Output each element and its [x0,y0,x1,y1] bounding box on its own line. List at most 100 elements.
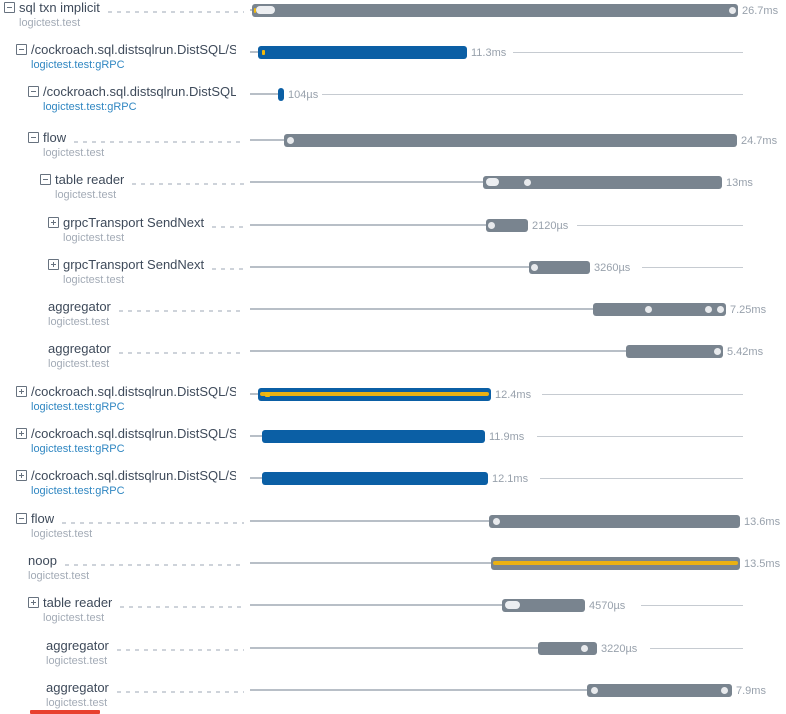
span-label-block: /cockroach.sql.distsqlrun.DistSQL/Set log… [16,384,250,413]
event-dot-marker [581,645,588,652]
span-name: grpcTransport SendNext [63,215,205,230]
collapse-icon[interactable] [28,132,39,143]
span-name: grpcTransport SendNext [63,257,205,272]
span-service-label: logictest.test [43,612,105,624]
span-label-block: /cockroach.sql.distsqlrun.DistSQL/Set log… [16,42,250,71]
span-label-line: flow [28,130,250,146]
duration-label: 11.9ms [489,431,525,443]
span-service-label: logictest.test [63,232,125,244]
span-label-block: aggregator logictest.test [48,299,250,328]
span-label-block: table reader logictest.test [28,595,250,624]
span-label-block: table reader logictest.test [40,172,250,201]
highlight-stripe [493,561,738,565]
dashed-leader [118,352,244,354]
yellow-tick-marker [254,8,256,13]
duration-label: 104µs [288,89,319,101]
event-dot-marker [488,222,495,229]
span-label-line: /cockroach.sql.distsqlrun.DistSQL/Set [16,468,250,484]
icon-plus-stroke [53,262,54,267]
span-bar[interactable] [489,515,740,528]
connector-line [250,435,262,437]
trace-row: flow logictest.test 13.6ms [0,511,786,551]
duration-label: 11.3ms [471,47,507,59]
collapse-icon[interactable] [40,174,51,185]
event-dot-marker [493,518,500,525]
icon-minus-stroke [31,91,36,92]
span-bar[interactable] [502,599,585,612]
trailing-line [542,394,743,395]
collapse-icon[interactable] [16,513,27,524]
expand-icon[interactable] [16,386,27,397]
span-service-label: logictest.test:gRPC [31,443,125,455]
span-bar[interactable] [262,430,485,443]
trace-row: /cockroach.sql.distsqlrun.DistSQL/Set log… [0,384,786,424]
event-dot-marker [287,137,294,144]
connector-line [250,562,491,564]
span-bar[interactable] [529,261,590,274]
collapse-icon[interactable] [16,44,27,55]
expand-icon[interactable] [48,217,59,228]
expand-icon[interactable] [48,259,59,270]
span-service-label: logictest.test [43,147,105,159]
span-bar[interactable] [483,176,722,189]
span-bar[interactable] [486,219,528,232]
span-label-block: flow logictest.test [28,130,250,159]
connector-line [250,477,262,479]
trailing-line [642,267,743,268]
connector-line [250,393,258,395]
span-service-label: logictest.test [46,697,108,709]
span-name: flow [43,130,67,145]
span-label-block: flow logictest.test [16,511,250,540]
connector-line [250,350,626,352]
span-label-block: aggregator logictest.test [46,638,250,667]
span-name: /cockroach.sql.distsqlrun.DistSQL/Set [31,426,236,441]
connector-line [250,647,538,649]
expand-icon[interactable] [16,428,27,439]
span-label-block: /cockroach.sql.distsqlrun.DistSQL/S logic… [28,84,250,113]
span-label-block: /cockroach.sql.distsqlrun.DistSQL/Set log… [16,468,250,497]
connector-line [250,224,486,226]
span-label-line: grpcTransport SendNext [48,215,250,231]
dashed-leader [116,691,244,693]
span-label-block: aggregator logictest.test [46,680,250,709]
span-bar[interactable] [258,388,491,401]
duration-label: 5.42ms [727,346,764,358]
span-bar[interactable] [262,472,488,485]
icon-plus-stroke [33,600,34,605]
connector-line [250,308,593,310]
event-dot-marker [721,687,728,694]
span-bar[interactable] [258,46,467,59]
connector-line [250,520,489,522]
span-bar[interactable] [587,684,732,697]
span-label-line: /cockroach.sql.distsqlrun.DistSQL/Set [16,384,250,400]
span-bar[interactable] [491,557,740,570]
connector-line [250,266,529,268]
event-dot-marker [717,306,724,313]
span-bar[interactable] [284,134,737,147]
span-service-label: logictest.test:gRPC [31,59,125,71]
trailing-line [540,478,743,479]
duration-label: 12.1ms [492,473,529,485]
dashed-leader [74,141,244,143]
span-bar[interactable] [538,642,597,655]
span-service-label: logictest.test [63,274,125,286]
icon-minus-stroke [19,49,24,50]
event-dot-marker [729,7,736,14]
span-bar[interactable] [278,88,284,101]
connector-line [250,139,284,141]
span-bar[interactable] [626,345,723,358]
dashed-leader [64,564,244,566]
span-label-line: flow [16,511,250,527]
collapse-icon[interactable] [28,86,39,97]
dashed-leader [118,310,244,312]
span-service-label: logictest.test [28,570,90,582]
expand-icon[interactable] [16,470,27,481]
span-bar[interactable] [593,303,726,316]
collapse-icon[interactable] [4,2,15,13]
span-bar[interactable] [252,4,738,17]
connector-line [250,689,587,691]
expand-icon[interactable] [28,597,39,608]
icon-plus-stroke [53,220,54,225]
span-service-label: logictest.test [48,316,110,328]
